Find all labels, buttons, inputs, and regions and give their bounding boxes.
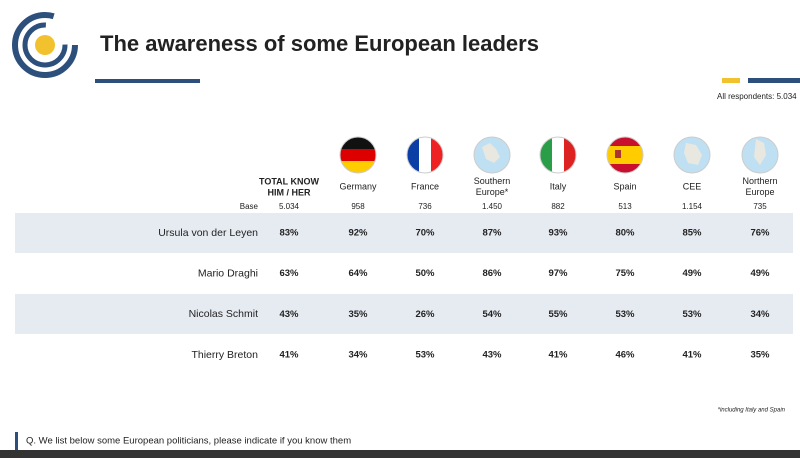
cell: 85%: [682, 228, 702, 239]
cell: 34%: [750, 309, 770, 320]
column-header: CEE: [683, 181, 702, 191]
rule: [95, 79, 200, 83]
base-value: 5.034: [279, 202, 300, 211]
cell: 92%: [348, 228, 368, 239]
cell: 35%: [750, 350, 770, 361]
cell: 86%: [482, 268, 502, 279]
column-header: Europe*: [476, 187, 509, 197]
column-header: Spain: [613, 181, 636, 191]
question: Q. We list below some European politicia…: [26, 436, 351, 447]
cell: 26%: [415, 309, 435, 320]
cell: 43%: [279, 309, 299, 320]
cell: 53%: [415, 350, 435, 361]
cell: 75%: [615, 268, 635, 279]
base-value: 1.154: [682, 202, 703, 211]
base-value: 1.450: [482, 202, 503, 211]
base-value: 735: [753, 202, 767, 211]
cell: 49%: [682, 268, 702, 279]
cell: 53%: [682, 309, 702, 320]
cell: 43%: [482, 350, 502, 361]
cell: 35%: [348, 309, 368, 320]
cell: 46%: [615, 350, 635, 361]
cell: 80%: [615, 228, 635, 239]
question-bar: [15, 432, 18, 450]
base-label: Base: [240, 202, 259, 211]
flags: [339, 136, 779, 174]
cell: 87%: [482, 228, 502, 239]
logo: [12, 12, 78, 78]
base-value: 958: [351, 202, 365, 211]
row-label: Nicolas Schmit: [189, 308, 259, 320]
cell: 41%: [682, 350, 702, 361]
cell: 41%: [548, 350, 568, 361]
cell: 93%: [548, 228, 568, 239]
row-label: Mario Draghi: [198, 267, 258, 279]
cell: 54%: [482, 309, 502, 320]
cell: 55%: [548, 309, 568, 320]
cell: 41%: [279, 350, 299, 361]
bottom-bar: [0, 450, 800, 458]
column-header: TOTAL KNOW: [259, 176, 319, 186]
footnote: *including Italy and Spain: [718, 408, 786, 414]
column-header: HIM / HER: [267, 187, 311, 197]
cell: 83%: [279, 228, 299, 239]
cell: 34%: [348, 350, 368, 361]
column-header: Germany: [339, 181, 377, 191]
title: The awareness of some European leaders: [100, 31, 539, 56]
cell: 63%: [279, 268, 299, 279]
row-band: [15, 294, 793, 334]
column-header: Southern: [474, 176, 511, 186]
rule: [748, 78, 800, 83]
base-value: 882: [551, 202, 565, 211]
row-band: [15, 213, 793, 253]
cell: 53%: [615, 309, 635, 320]
row-label: Thierry Breton: [191, 349, 258, 361]
row-label: Ursula von der Leyen: [158, 227, 258, 239]
column-header: Italy: [550, 181, 567, 191]
cell: 49%: [750, 268, 770, 279]
cell: 76%: [750, 228, 770, 239]
cell: 64%: [348, 268, 368, 279]
rule: [722, 78, 740, 83]
column-header: Northern: [742, 176, 777, 186]
base-value: 513: [618, 202, 632, 211]
respondents: All respondents: 5.034: [717, 92, 797, 101]
base-value: 736: [418, 202, 432, 211]
cell: 70%: [415, 228, 435, 239]
cell: 50%: [415, 268, 435, 279]
cell: 97%: [548, 268, 568, 279]
column-header: France: [411, 181, 439, 191]
column-header: Europe: [745, 187, 774, 197]
